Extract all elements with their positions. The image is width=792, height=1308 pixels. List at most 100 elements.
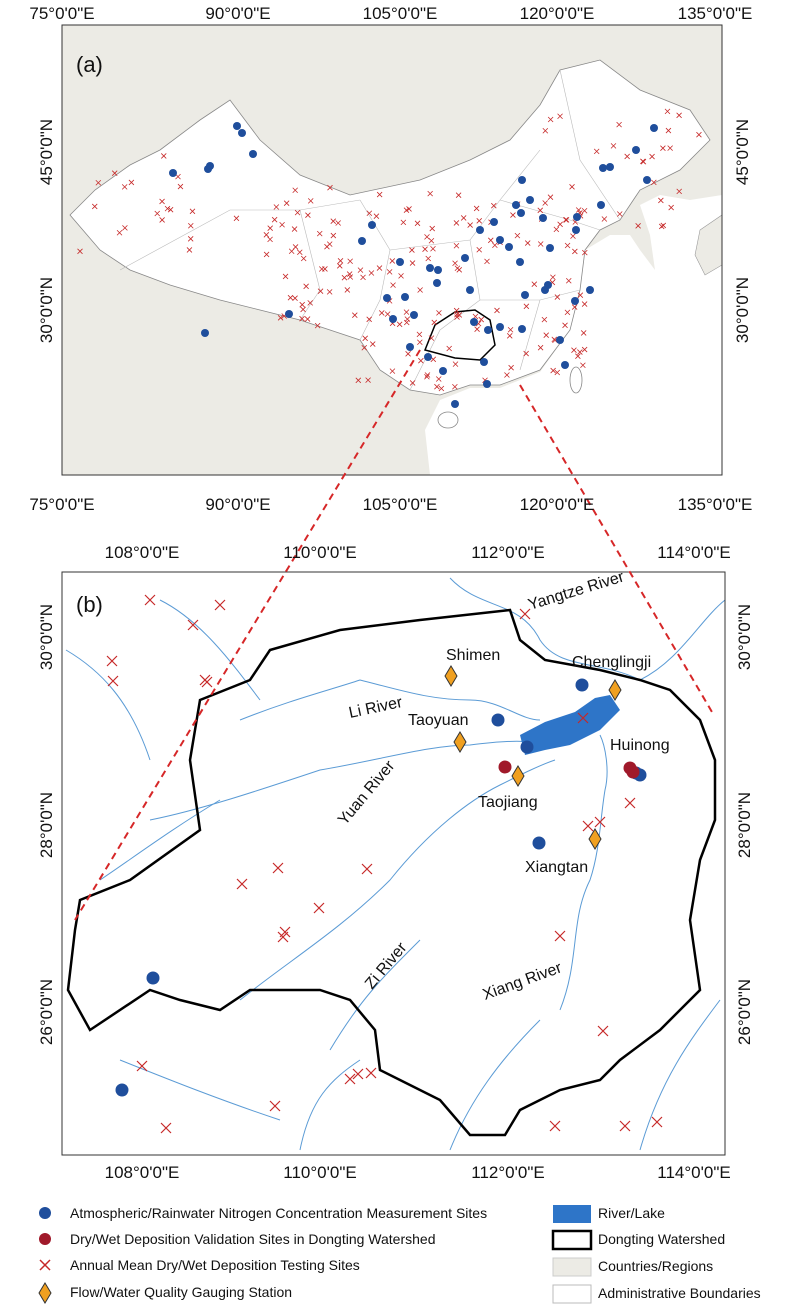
deposition-site xyxy=(484,258,490,265)
measurement-site xyxy=(539,214,547,222)
legend-symbol xyxy=(552,1284,592,1304)
deposition-site xyxy=(550,274,556,281)
measurement-site xyxy=(249,150,257,158)
deposition-site xyxy=(403,319,410,326)
deposition-site xyxy=(510,212,516,218)
deposition-site xyxy=(476,218,483,224)
deposition-site xyxy=(523,350,529,357)
deposition-site xyxy=(428,335,435,341)
measurement-site xyxy=(491,713,505,727)
deposition-site xyxy=(77,248,83,255)
deposition-site xyxy=(610,143,617,149)
deposition-site xyxy=(136,1060,148,1072)
deposition-site xyxy=(531,281,538,287)
x-tick-label: 108°0'0"E xyxy=(105,543,180,562)
x-tick-label: 75°0'0"E xyxy=(29,495,94,514)
measurement-site xyxy=(466,286,474,294)
deposition-site xyxy=(594,816,606,828)
place-label: Chenglingji xyxy=(572,654,651,671)
deposition-site xyxy=(651,1116,663,1128)
legend-label: River/Lake xyxy=(598,1205,665,1221)
legend-symbol xyxy=(39,1259,51,1271)
legend-symbol xyxy=(553,1205,591,1223)
deposition-site xyxy=(291,226,298,232)
x-tick-label: 120°0'0"E xyxy=(520,495,595,514)
deposition-site xyxy=(409,247,415,253)
deposition-site xyxy=(314,322,321,329)
deposition-site xyxy=(597,1025,609,1037)
deposition-site xyxy=(236,878,248,890)
deposition-site xyxy=(524,240,531,246)
deposition-site xyxy=(128,179,135,186)
deposition-site xyxy=(365,1067,377,1079)
deposition-site xyxy=(305,212,311,218)
deposition-site xyxy=(365,377,371,383)
deposition-site xyxy=(344,287,351,293)
measurement-site xyxy=(586,286,594,294)
gauging-station xyxy=(608,679,622,701)
deposition-site xyxy=(357,267,364,273)
measurement-site xyxy=(632,146,640,154)
deposition-site xyxy=(658,197,664,204)
measurement-site xyxy=(401,293,409,301)
deposition-site xyxy=(543,332,550,338)
deposition-site xyxy=(601,216,608,222)
panel-b: (b) Shimen Chenglingji Taoyuan Huinong T… xyxy=(61,568,726,1156)
gauging-station xyxy=(511,765,525,787)
deposition-site xyxy=(409,260,416,266)
deposition-site xyxy=(352,312,358,318)
deposition-site xyxy=(417,287,423,293)
y-tick-label: 26°0'0"N xyxy=(735,979,754,1045)
measurement-site xyxy=(238,129,246,137)
measurement-site xyxy=(496,236,504,244)
deposition-site xyxy=(324,243,330,250)
deposition-site xyxy=(272,862,284,874)
y-tick-label: 30°0'0"N xyxy=(37,604,56,670)
legend-symbol xyxy=(39,1233,51,1245)
measurement-site xyxy=(146,971,160,985)
legend-label: Atmospheric/Rainwater Nitrogen Concentra… xyxy=(70,1205,487,1221)
x-tick-label: 110°0'0"E xyxy=(283,1163,356,1182)
place-label: Huinong xyxy=(610,737,670,754)
deposition-site xyxy=(269,1100,281,1112)
frame xyxy=(61,571,726,1156)
deposition-site xyxy=(508,364,514,371)
deposition-site xyxy=(107,675,119,687)
deposition-site xyxy=(431,319,438,326)
measurement-site xyxy=(476,226,484,234)
deposition-site xyxy=(696,131,702,138)
deposition-site xyxy=(425,255,432,262)
deposition-site xyxy=(660,222,667,229)
deposition-site xyxy=(452,383,458,390)
deposition-site xyxy=(554,930,566,942)
legend-label: Dry/Wet Deposition Validation Sites in D… xyxy=(70,1231,435,1247)
deposition-site xyxy=(537,207,544,214)
deposition-site xyxy=(386,269,393,275)
deposition-site xyxy=(572,248,578,255)
place-label: Xiangtan xyxy=(525,859,588,876)
deposition-site xyxy=(347,258,353,265)
deposition-site xyxy=(565,277,572,284)
deposition-site xyxy=(106,655,118,667)
deposition-site xyxy=(263,251,270,258)
watershed-outline xyxy=(423,309,496,361)
deposition-site xyxy=(319,266,325,272)
measurement-site xyxy=(389,315,397,323)
deposition-site xyxy=(214,599,226,611)
deposition-site xyxy=(581,207,588,214)
x-tick-label: 105°0'0"E xyxy=(363,495,438,514)
legend-label: Countries/Regions xyxy=(598,1258,713,1274)
measurement-site xyxy=(556,336,564,344)
deposition-site xyxy=(624,797,636,809)
deposition-site xyxy=(456,312,463,318)
measurement-site xyxy=(383,294,391,302)
y-tick-label: 30°0'0"N xyxy=(37,277,56,343)
measurement-site xyxy=(599,164,607,172)
measurement-site xyxy=(424,353,432,361)
deposition-site xyxy=(436,310,442,316)
deposition-site xyxy=(616,211,623,217)
deposition-site xyxy=(553,226,560,233)
panel-a: (a) xyxy=(61,24,723,476)
deposition-site xyxy=(307,198,314,204)
frame xyxy=(61,24,723,476)
